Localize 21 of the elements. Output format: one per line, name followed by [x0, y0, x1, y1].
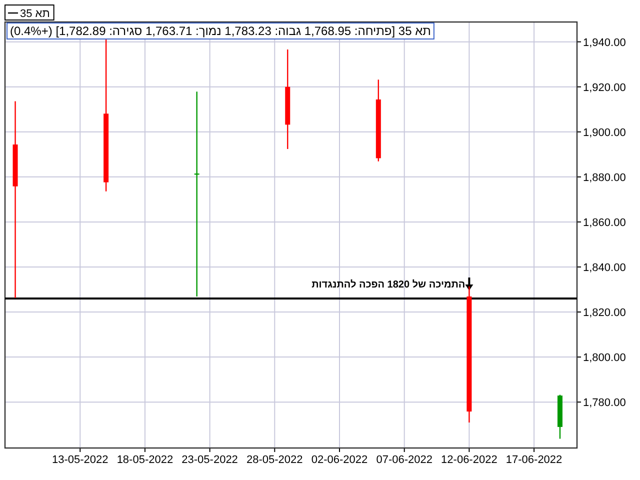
legend: תא 35: [4, 4, 54, 20]
y-tick-label: 1,880.00: [583, 172, 626, 184]
x-tick-label: 12-06-2022: [441, 454, 498, 466]
x-tick-label: 07-06-2022: [376, 454, 432, 466]
title: תא 35 [פתיחה: 1,768.95 גבוה: 1,783.23 נמוך: 1,763.71 סגירה: 1,782.89] (+0.4%): [6, 22, 434, 40]
annotation: התמיכה של 1820 הפכה להתנגדות: [312, 278, 466, 290]
y-tick-label: 1,920.00: [583, 82, 626, 94]
y-tick-label: 1,840.00: [583, 262, 626, 274]
x-tick-label: 28-05-2022: [246, 454, 303, 466]
x-tick-label: 23-05-2022: [182, 454, 238, 466]
y-tick-label: 1,800.00: [583, 352, 626, 364]
y-tick-label: 1,860.00: [583, 216, 626, 229]
y-tick-label: 1,940.00: [583, 36, 626, 49]
x-tick-label: 02-06-2022: [311, 454, 368, 466]
y-tick-label: 1,820.00: [583, 307, 626, 320]
x-tick-label: 17-06-2022: [506, 454, 562, 466]
y-tick-label: 1,780.00: [583, 397, 626, 410]
x-tick-label: 13-05-2022: [52, 454, 108, 466]
chart-title: תא 35 [פתיחה: 1,768.95 גבוה: 1,783.23 נמוך: 1,763.71 סגירה: 1,782.89] (+0.4%): [10, 24, 431, 38]
x-tick-label: 18-05-2022: [116, 454, 174, 466]
y-tick-label: 1,900.00: [583, 126, 626, 139]
